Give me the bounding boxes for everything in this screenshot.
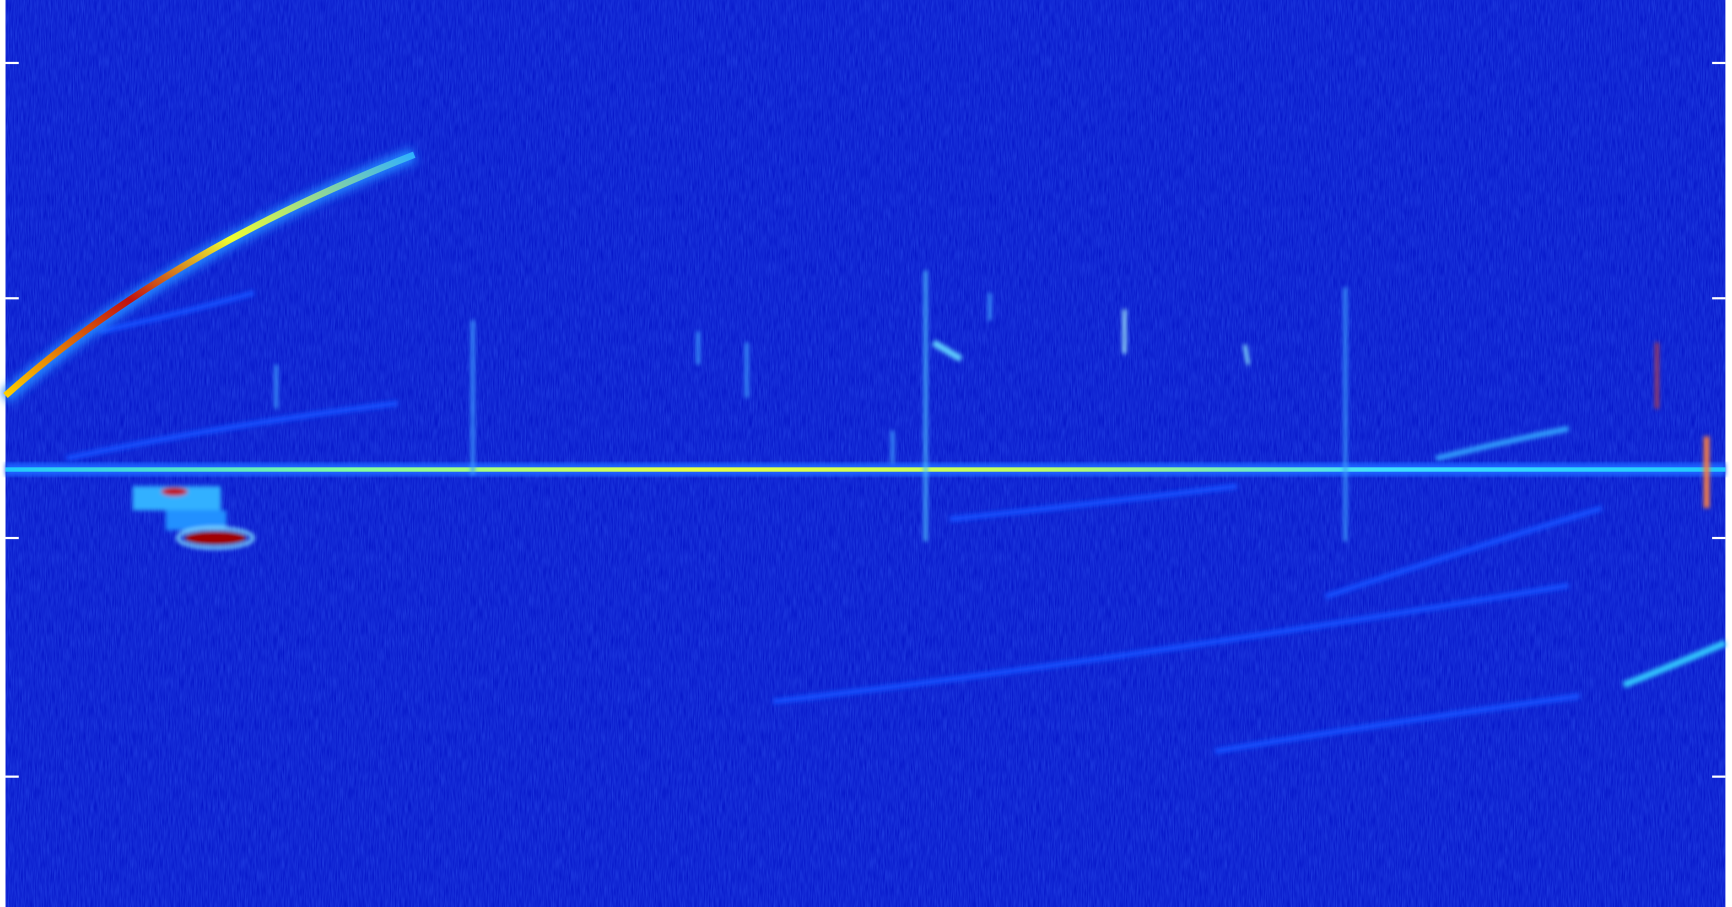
trace bbox=[1622, 639, 1727, 689]
blob-part bbox=[161, 487, 188, 497]
trace bbox=[1324, 505, 1603, 600]
vertical-streaks bbox=[274, 270, 1710, 542]
trace bbox=[1435, 425, 1570, 462]
blob bbox=[132, 486, 255, 550]
blob-part bbox=[165, 510, 227, 531]
trace bbox=[949, 483, 1238, 522]
horizontal-line bbox=[5, 467, 1726, 472]
trace bbox=[98, 290, 255, 335]
trace bbox=[1214, 693, 1580, 754]
trace bbox=[772, 582, 1569, 705]
curve-trace bbox=[3, 151, 416, 398]
tick-marks bbox=[5, 61, 1726, 778]
streak bbox=[931, 339, 963, 362]
trace bbox=[65, 400, 398, 462]
faint-traces bbox=[65, 290, 1727, 754]
blob-part bbox=[184, 531, 247, 545]
blob-part bbox=[176, 526, 255, 550]
noise-texture bbox=[5, 0, 1726, 907]
streak bbox=[1243, 344, 1250, 365]
